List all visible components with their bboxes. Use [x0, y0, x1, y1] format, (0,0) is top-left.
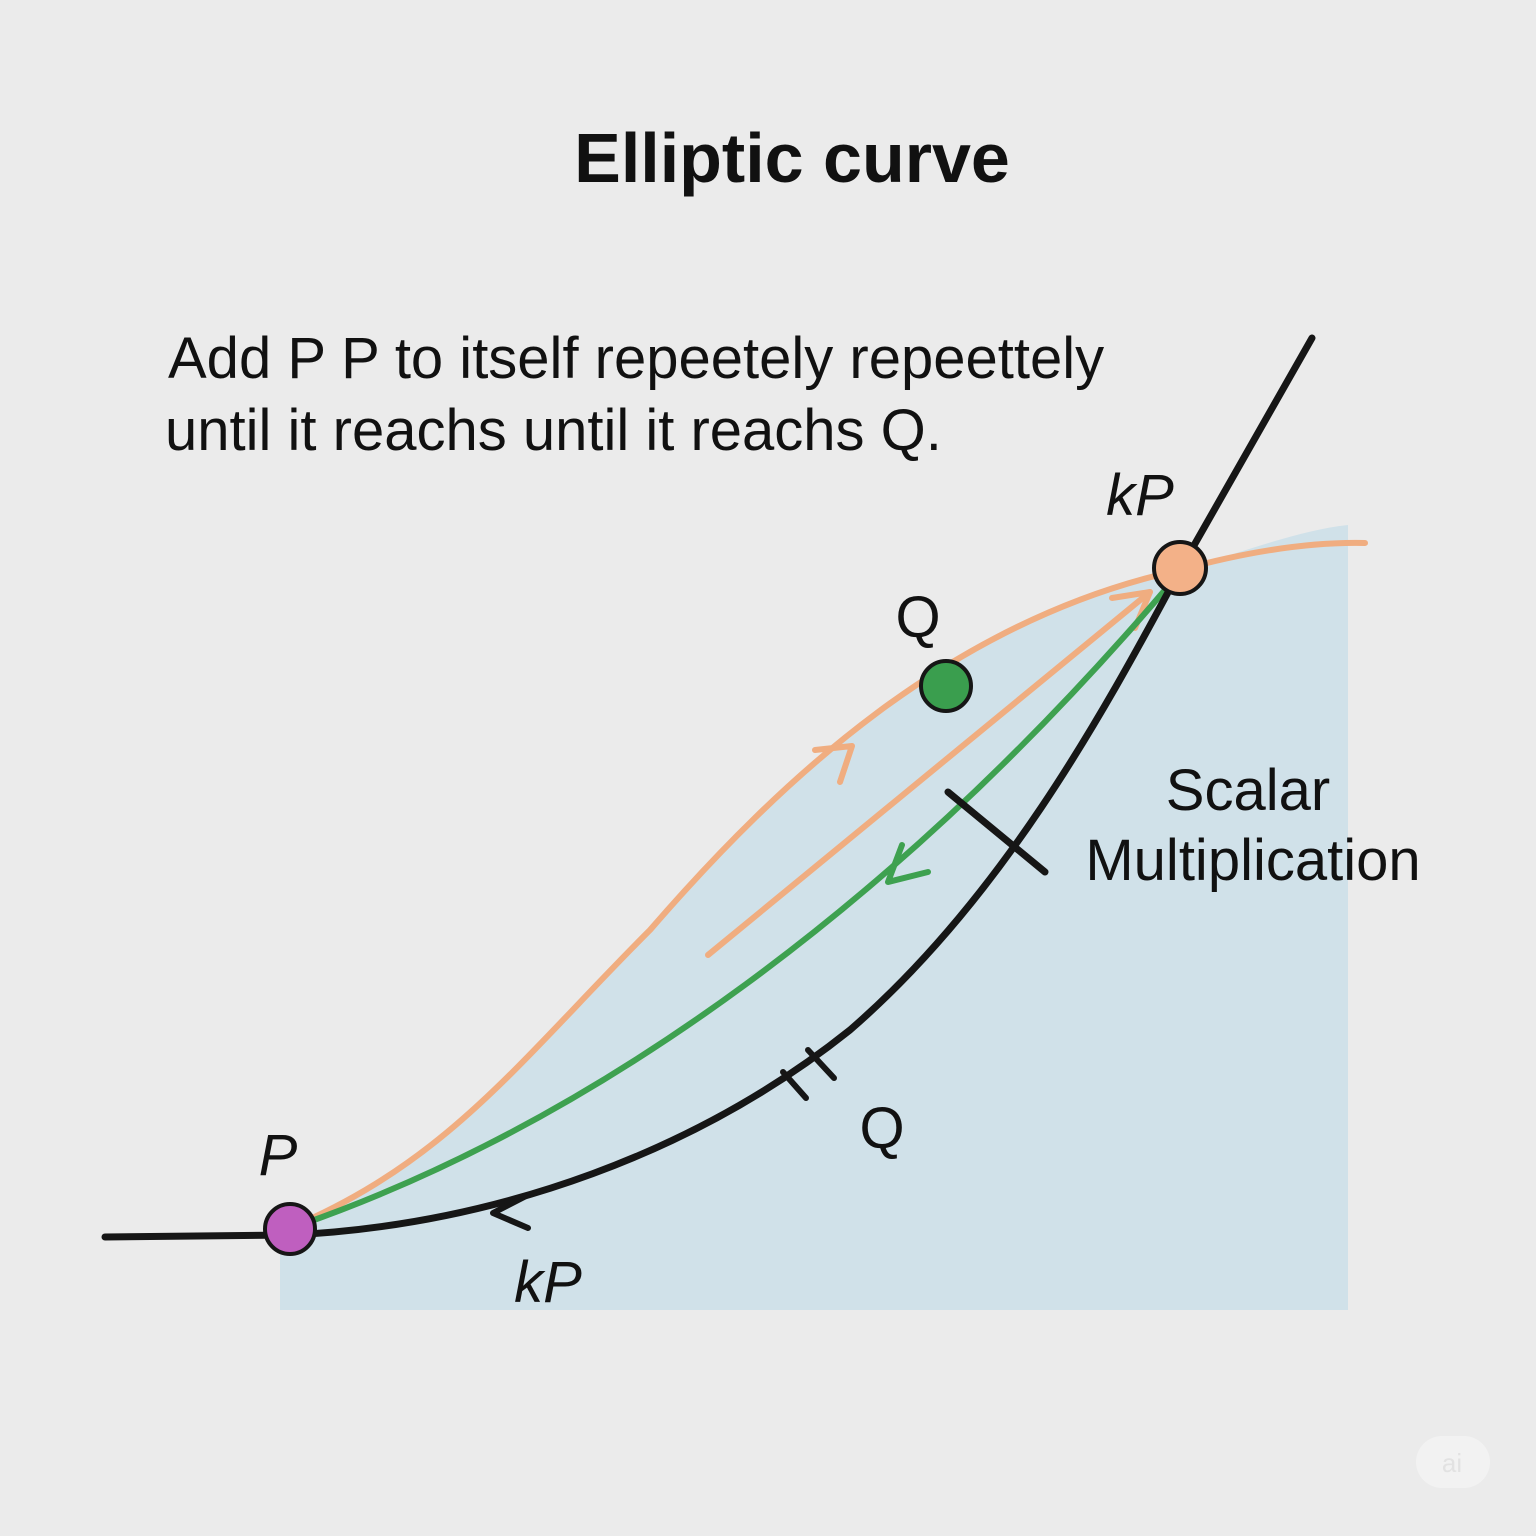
annotation: Scalar	[1166, 758, 1330, 823]
green-arrow	[885, 842, 931, 885]
tick-mark	[944, 788, 1049, 876]
watermark: ai	[1442, 1448, 1462, 1478]
watermark-badge	[1416, 1436, 1490, 1488]
description-line: Add P P to itself repeetely repeettely	[168, 326, 1104, 391]
description-line: until it reachs until it reachs Q.	[165, 398, 942, 463]
annotation: kP	[514, 1250, 582, 1315]
curve-arrow	[490, 1192, 531, 1231]
tick-mark	[780, 1069, 809, 1101]
annotation: Multiplication	[1085, 828, 1420, 893]
title: Elliptic curve	[574, 119, 1010, 197]
orange-curve	[287, 539, 1368, 1231]
annotation: Q	[859, 1096, 904, 1161]
elliptic-curve	[101, 334, 1316, 1241]
tick-mark	[805, 1047, 837, 1081]
green-curve	[297, 587, 1168, 1228]
point-kp	[1152, 540, 1208, 596]
point-q	[919, 659, 973, 713]
orange-arrow	[812, 743, 855, 785]
orange-line	[705, 589, 1153, 958]
point-p	[263, 1202, 317, 1256]
point-label: Q	[895, 585, 940, 650]
point-label: kP	[1106, 463, 1174, 528]
point-label: P	[259, 1123, 298, 1188]
